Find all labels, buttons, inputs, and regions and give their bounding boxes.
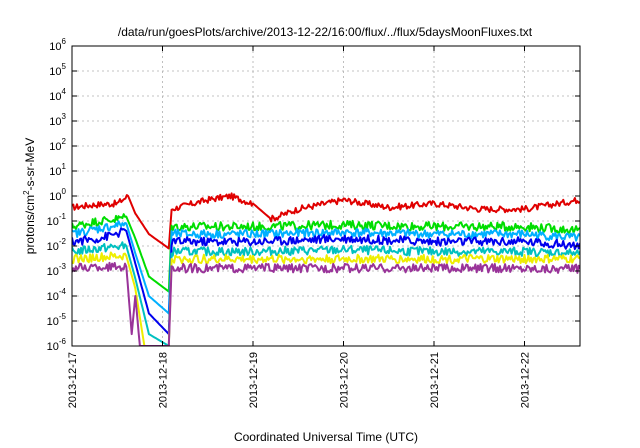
x-tick-label: 2013-12-22	[520, 352, 532, 408]
flux-series-line	[72, 241, 580, 346]
flux-series-line	[72, 213, 580, 293]
y-tick-label: 101	[49, 162, 66, 178]
y-axis-label: protons/cm2-s-sr-MeV	[22, 138, 37, 254]
y-axis-label-rest: -s-sr-MeV	[23, 138, 37, 191]
y-axis-label-base: protons/cm	[23, 195, 37, 254]
y-tick-label: 100	[49, 187, 66, 203]
flux-series-line	[72, 251, 580, 346]
flux-series-line	[72, 192, 580, 250]
flux-series-line	[72, 220, 580, 315]
y-tick-labels: 10-6 10-5 10-4 10-3 10-2 10-1 100 101 102 103 104 1…	[47, 37, 67, 353]
axis-ticks	[71, 45, 580, 347]
y-tick-label: 105	[49, 62, 66, 78]
y-tick-label: 10-1	[47, 212, 67, 228]
y-tick-label: 106	[49, 37, 66, 53]
x-tick-label: 2013-12-17	[67, 352, 79, 408]
chart-title: /data/run/goesPlots/archive/2013-12-22/1…	[118, 25, 533, 39]
x-tick-label: 2013-12-21	[429, 352, 441, 408]
series-layer	[72, 192, 580, 346]
x-tick-label: 2013-12-20	[339, 352, 351, 408]
y-tick-label: 104	[49, 87, 66, 103]
y-axis-label-sup: 2	[22, 190, 31, 195]
y-tick-label: 10-5	[47, 312, 67, 328]
x-tick-labels: 2013-12-17 2013-12-18 2013-12-19 2013-12-20…	[67, 352, 532, 408]
y-tick-label: 10-6	[47, 337, 67, 353]
x-axis-label: Coordinated Universal Time (UTC)	[234, 430, 418, 444]
y-tick-label: 102	[49, 137, 66, 153]
y-tick-label: 10-2	[47, 237, 67, 253]
y-tick-label: 10-4	[47, 287, 67, 303]
flux-series-line	[72, 227, 580, 336]
y-tick-label: 10-3	[47, 262, 67, 278]
y-tick-label: 103	[49, 112, 66, 128]
x-tick-label: 2013-12-19	[248, 352, 260, 408]
x-tick-label: 2013-12-18	[158, 352, 170, 408]
flux-series-line	[72, 261, 580, 346]
grid-lines	[72, 46, 580, 346]
